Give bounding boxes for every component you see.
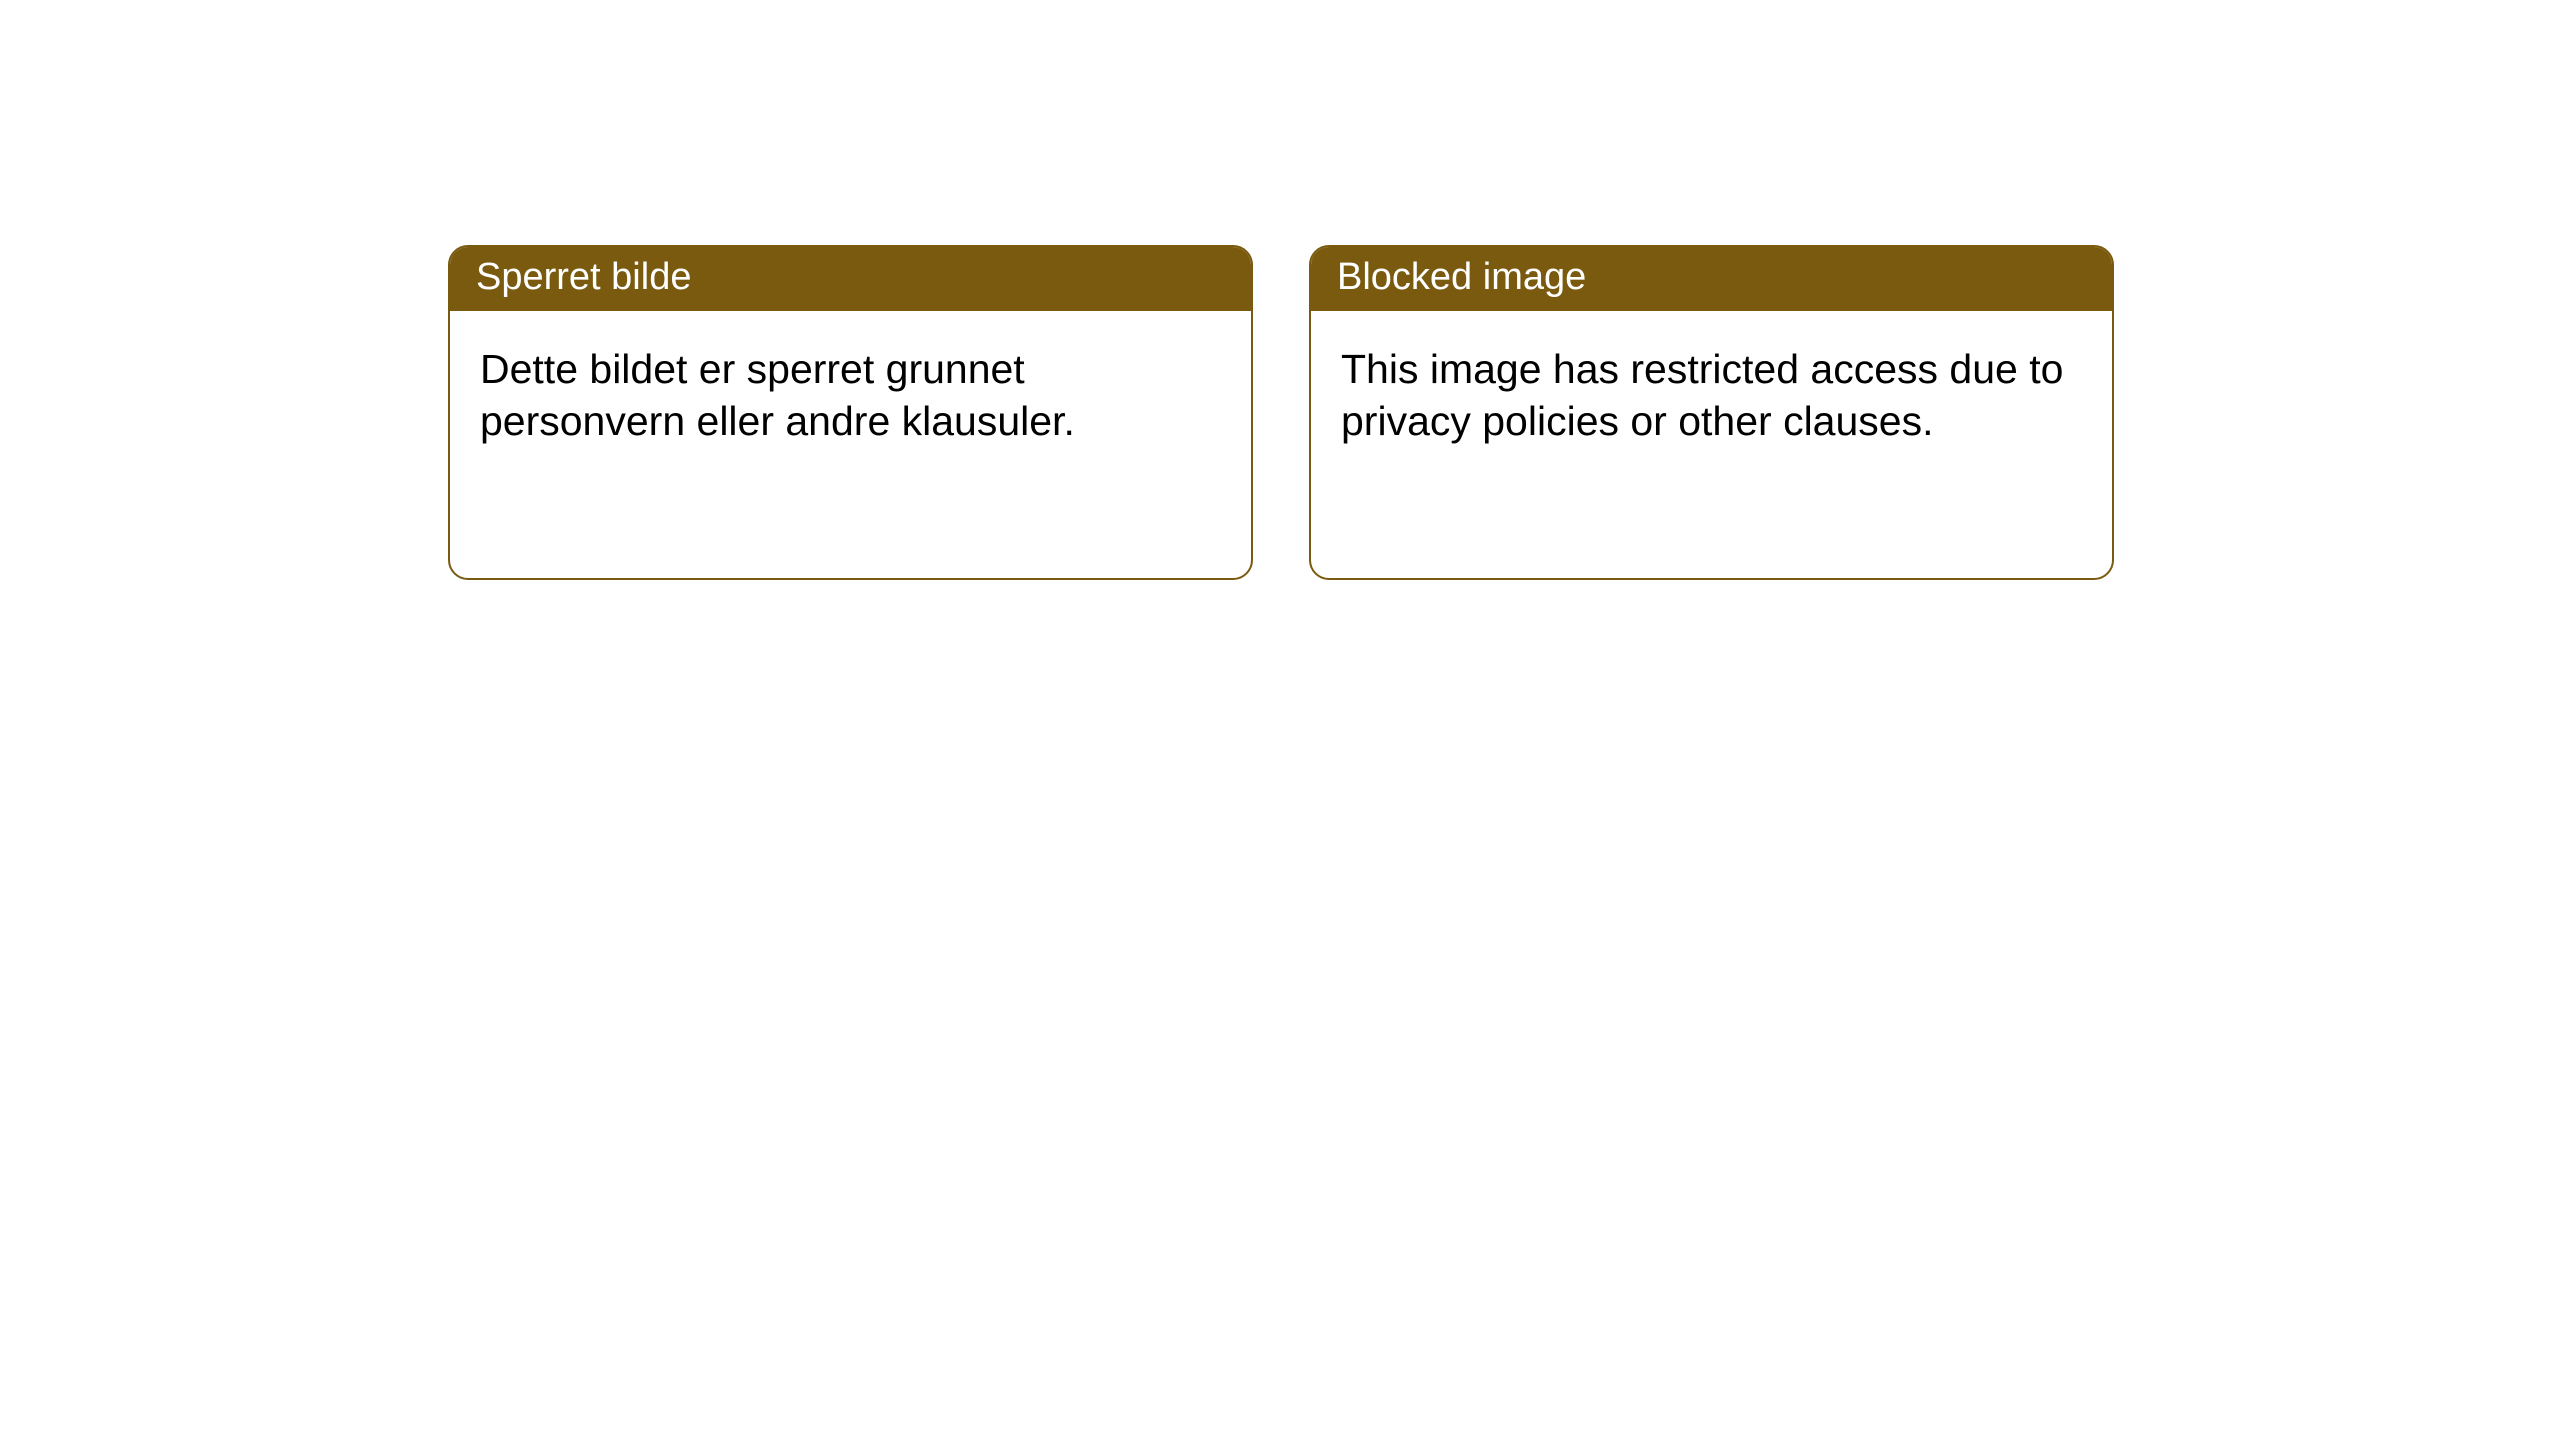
notice-card-en: Blocked image This image has restricted … bbox=[1309, 245, 2114, 580]
notice-body-en: This image has restricted access due to … bbox=[1311, 311, 2112, 480]
notice-body-nb: Dette bildet er sperret grunnet personve… bbox=[450, 311, 1251, 480]
notice-card-nb: Sperret bilde Dette bildet er sperret gr… bbox=[448, 245, 1253, 580]
notice-header-en: Blocked image bbox=[1311, 247, 2112, 311]
notice-header-nb: Sperret bilde bbox=[450, 247, 1251, 311]
notices-container: Sperret bilde Dette bildet er sperret gr… bbox=[448, 245, 2114, 580]
